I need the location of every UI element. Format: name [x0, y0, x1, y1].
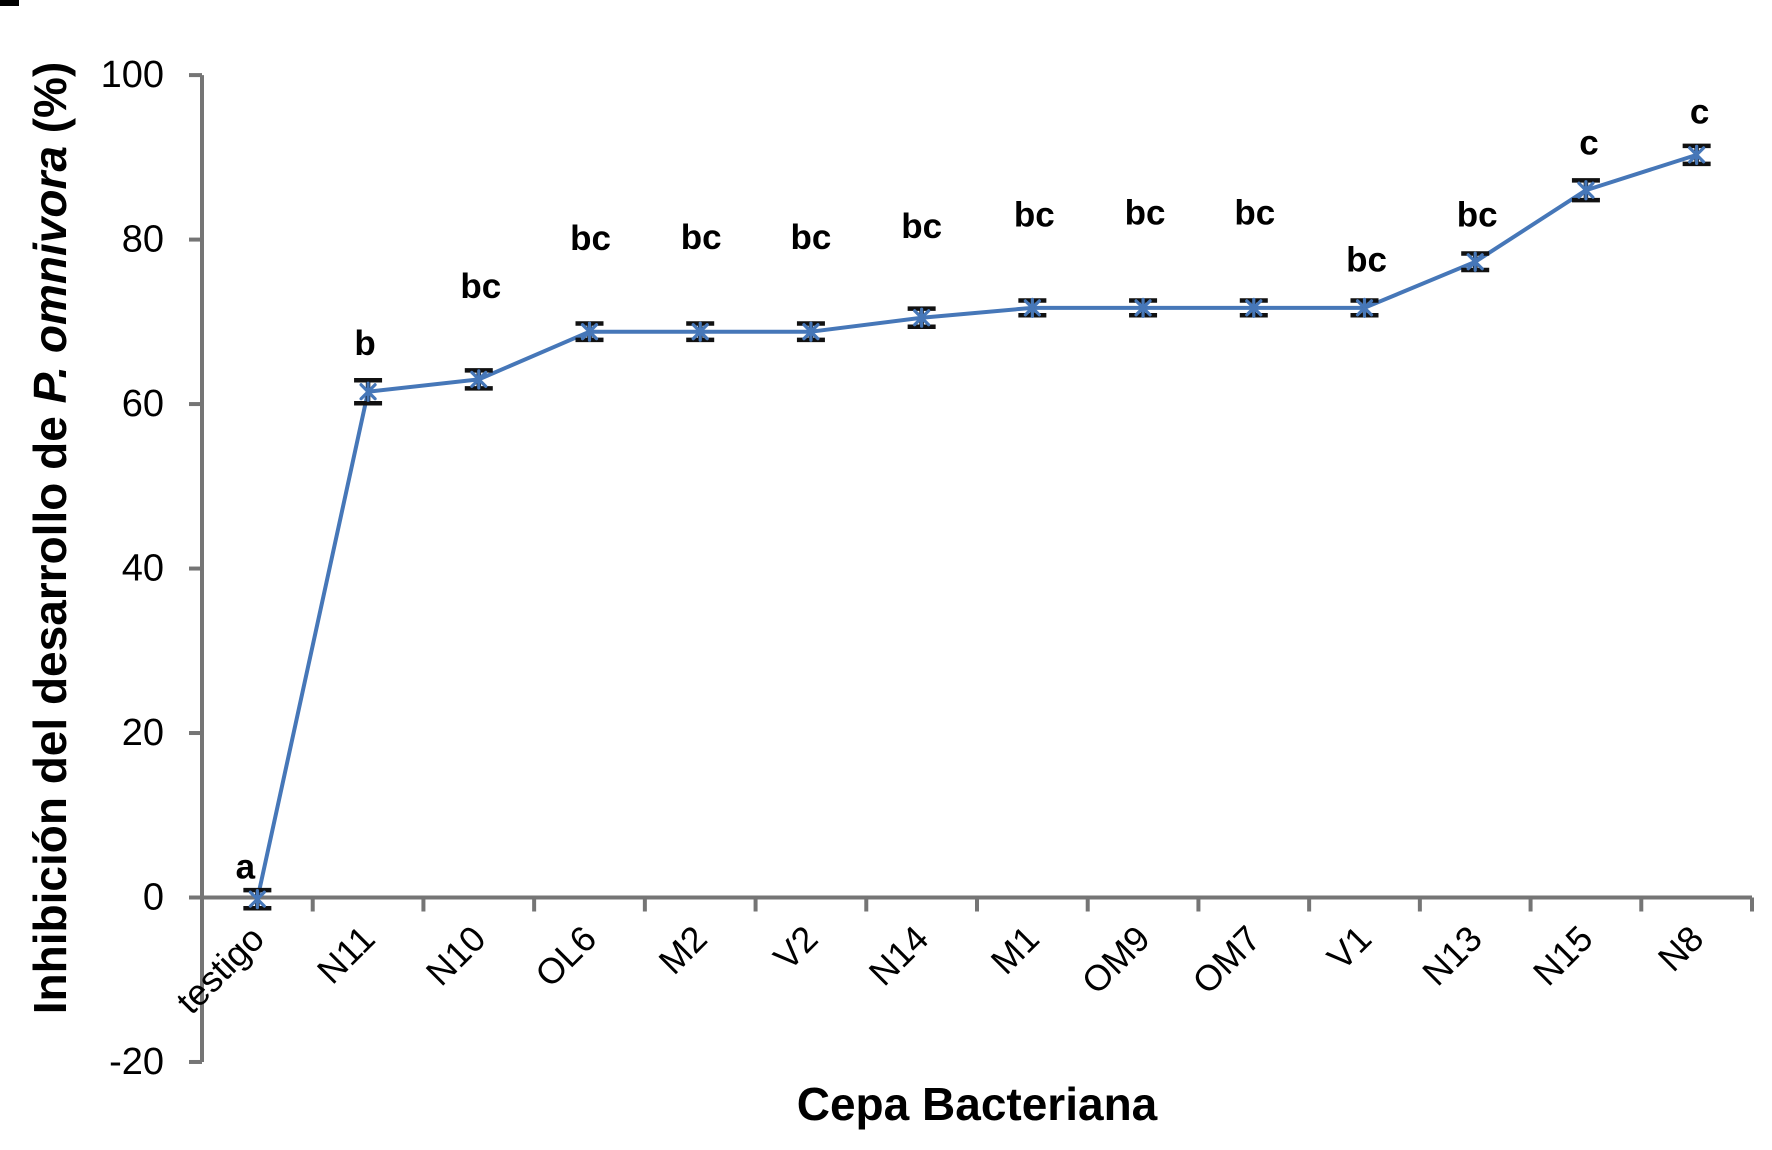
x-category-label: OL6 — [527, 918, 604, 995]
x-category-label: V1 — [1319, 918, 1379, 978]
significance-letter: a — [236, 848, 256, 887]
y-axis-title: Inhibición del desarrollo de P. omnivora… — [23, 62, 77, 1015]
x-category-label: M1 — [983, 918, 1047, 982]
significance-letter: bc — [1234, 193, 1275, 232]
significance-letter: bc — [681, 218, 722, 257]
x-category-label: N10 — [418, 918, 494, 994]
data-point-marker — [913, 307, 931, 328]
y-tick-label: 0 — [143, 877, 164, 919]
y-axis-title-prefix: Inhibición del desarrollo de — [24, 403, 76, 1015]
x-axis-title: Cepa Bacteriana — [796, 1078, 1158, 1130]
data-point-marker — [1134, 297, 1152, 318]
data-point-marker — [691, 321, 709, 342]
data-point-marker — [1466, 251, 1484, 272]
significance-letter: bc — [460, 267, 501, 306]
significance-letter: bc — [570, 219, 611, 258]
significance-letter: c — [1690, 92, 1709, 131]
x-category-label: testigo — [168, 918, 272, 1022]
significance-letter: c — [1579, 124, 1598, 163]
x-category-label: N11 — [309, 918, 383, 992]
y-tick-label: 20 — [122, 712, 164, 754]
significance-letter: bc — [790, 218, 831, 257]
x-category-label: N13 — [1414, 918, 1490, 994]
y-tick-label: 80 — [122, 219, 164, 261]
significance-letter: bc — [1125, 193, 1166, 232]
scan-artifact-mark — [0, 0, 19, 6]
y-tick-label: 100 — [101, 54, 164, 96]
x-category-label: OM9 — [1074, 918, 1158, 1002]
significance-letter: bc — [1014, 195, 1055, 234]
x-category-label: OM7 — [1184, 918, 1268, 1002]
y-tick-label: 40 — [122, 548, 164, 590]
data-point-marker — [1245, 297, 1263, 318]
data-point-marker — [580, 321, 599, 342]
y-tick-label: -20 — [109, 1041, 164, 1083]
data-point-marker — [248, 889, 266, 910]
x-category-label: N15 — [1525, 918, 1601, 994]
data-point-marker — [1688, 144, 1706, 165]
x-category-label: N8 — [1650, 918, 1712, 980]
series-line — [255, 152, 1698, 900]
data-point-marker — [1355, 297, 1374, 318]
x-category-label: V2 — [765, 918, 825, 978]
data-point-marker — [359, 381, 377, 402]
x-category-label: N14 — [861, 918, 937, 994]
significance-letter: bc — [1346, 240, 1387, 279]
data-point-marker — [1577, 180, 1595, 201]
significance-letter: bc — [1457, 195, 1498, 234]
y-axis-title-suffix: (%) — [24, 61, 76, 147]
data-point-marker — [470, 369, 488, 390]
significance-letter: b — [354, 324, 375, 363]
data-point-marker — [1023, 297, 1041, 318]
y-tick-label: 60 — [122, 383, 164, 425]
data-point-marker — [802, 321, 820, 342]
x-category-label: M2 — [651, 918, 715, 982]
y-axis-title-species: P. omnivora — [24, 146, 76, 404]
significance-letter: bc — [901, 207, 942, 246]
